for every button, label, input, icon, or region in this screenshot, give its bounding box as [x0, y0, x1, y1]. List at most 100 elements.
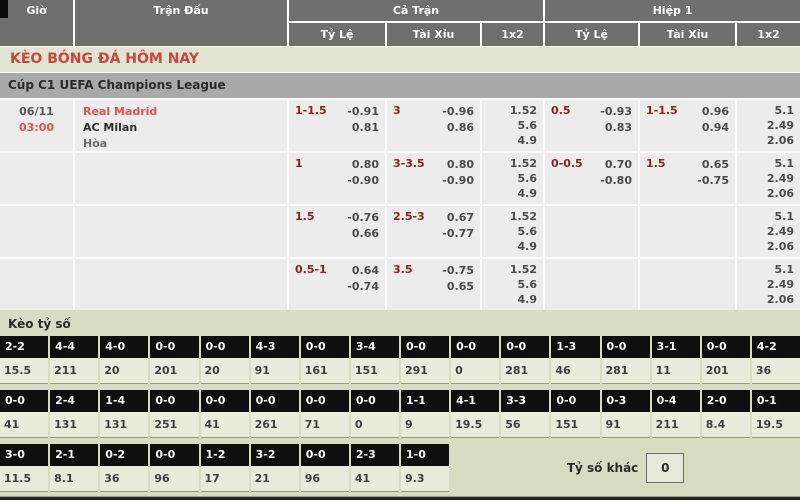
score-odd-value[interactable]: 0	[451, 358, 500, 384]
score-odd-value[interactable]: 46	[551, 358, 600, 384]
h1-overunder-cell[interactable]: 1-1.5 0.96 0.94	[640, 100, 735, 151]
score-label[interactable]: 4-4	[50, 336, 99, 358]
score-odd-value[interactable]: 0	[350, 412, 399, 438]
score-odds-cell[interactable]: 3-1 11	[651, 336, 700, 384]
ft-overunder-cell[interactable]: 3 -0.96 0.86	[387, 100, 480, 151]
score-label[interactable]: 0-0	[501, 336, 550, 358]
score-odd-value[interactable]: 251	[150, 412, 199, 438]
score-odds-cell[interactable]: 2-0 8.4	[701, 390, 750, 438]
odd-value[interactable]: 2.06	[766, 187, 794, 200]
odd-value[interactable]: -0.74	[347, 280, 379, 293]
score-odds-cell[interactable]: 1-3 46	[551, 336, 600, 384]
score-label[interactable]: 0-0	[150, 336, 199, 358]
score-label[interactable]: 1-1	[401, 390, 450, 412]
h1-1x2-cell[interactable]: 5.1 2.49 2.06	[737, 153, 800, 204]
odd-value[interactable]: 5.1	[774, 263, 795, 276]
score-odds-cell[interactable]: 3-0 11.5	[0, 444, 49, 492]
odd-value[interactable]: 2.06	[766, 293, 794, 306]
odd-value[interactable]: 5.6	[517, 119, 538, 132]
odd-value[interactable]: 0.94	[701, 121, 729, 134]
score-label[interactable]: 0-0	[200, 390, 249, 412]
score-odds-cell[interactable]: 0-0 151	[551, 390, 600, 438]
odd-value[interactable]: 0.86	[446, 121, 474, 134]
odd-value[interactable]: -0.77	[442, 227, 474, 240]
score-odds-cell[interactable]: 3-3 56	[501, 390, 550, 438]
score-label[interactable]: 3-3	[501, 390, 550, 412]
score-odds-cell[interactable]: 0-0 251	[150, 390, 199, 438]
odd-value[interactable]: 0.67	[446, 211, 474, 224]
score-odd-value[interactable]: 131	[100, 412, 149, 438]
score-odd-value[interactable]: 15.5	[0, 358, 49, 384]
score-odds-cell[interactable]: 0-0 261	[250, 390, 299, 438]
score-label[interactable]: 0-4	[651, 390, 700, 412]
odd-value[interactable]: 2.49	[766, 172, 794, 185]
score-label[interactable]: 0-0	[150, 444, 199, 466]
score-odd-value[interactable]: 9	[401, 412, 450, 438]
score-odd-value[interactable]: 71	[300, 412, 349, 438]
score-odds-cell[interactable]: 1-2 17	[200, 444, 249, 492]
score-odds-cell[interactable]: 0-0 201	[701, 336, 750, 384]
odd-value[interactable]: 2.49	[766, 119, 794, 132]
score-label[interactable]: 0-0	[451, 336, 500, 358]
odd-value[interactable]: 2.06	[766, 134, 794, 147]
score-odd-value[interactable]: 41	[0, 412, 49, 438]
ft-overunder-cell[interactable]: 3-3.5 0.80 -0.90	[387, 153, 480, 204]
odd-value[interactable]: 0.96	[701, 105, 729, 118]
odd-value[interactable]: -0.90	[442, 174, 474, 187]
score-odd-value[interactable]: 151	[350, 358, 399, 384]
score-odds-cell[interactable]: 0-0 291	[401, 336, 450, 384]
score-odd-value[interactable]: 17	[200, 466, 249, 492]
score-odd-value[interactable]: 91	[601, 412, 650, 438]
score-label[interactable]: 0-0	[0, 390, 49, 412]
score-label[interactable]: 2-0	[701, 390, 750, 412]
odd-value[interactable]: -0.75	[697, 174, 729, 187]
odd-value[interactable]: -0.76	[347, 211, 379, 224]
score-odds-cell[interactable]: 0-0 96	[150, 444, 199, 492]
odd-value[interactable]: 4.9	[517, 293, 538, 306]
score-label[interactable]: 2-1	[50, 444, 99, 466]
odd-value[interactable]: 2.49	[766, 225, 794, 238]
ft-handicap-cell[interactable]: 1 0.80 -0.90	[289, 153, 385, 204]
score-label[interactable]: 2-3	[350, 444, 399, 466]
score-label[interactable]: 1-4	[100, 390, 149, 412]
score-odd-value[interactable]: 161	[300, 358, 349, 384]
score-odds-cell[interactable]: 2-1 8.1	[50, 444, 99, 492]
score-odd-value[interactable]: 91	[250, 358, 299, 384]
odd-value[interactable]: 0.66	[351, 227, 379, 240]
score-label[interactable]: 3-2	[250, 444, 299, 466]
score-odd-value[interactable]: 96	[300, 466, 349, 492]
score-odd-value[interactable]: 41	[200, 412, 249, 438]
score-odd-value[interactable]: 19.5	[451, 412, 500, 438]
odd-value[interactable]: -0.75	[442, 264, 474, 277]
score-label[interactable]: 0-0	[401, 336, 450, 358]
odd-value[interactable]: 5.6	[517, 225, 538, 238]
score-odds-cell[interactable]: 4-3 91	[250, 336, 299, 384]
ft-1x2-cell[interactable]: 1.52 5.6 4.9	[482, 259, 543, 310]
odd-value[interactable]: 0.80	[446, 158, 474, 171]
score-odd-value[interactable]: 41	[350, 466, 399, 492]
score-odd-value[interactable]: 211	[50, 358, 99, 384]
score-odd-value[interactable]: 281	[601, 358, 650, 384]
score-label[interactable]: 0-0	[300, 336, 349, 358]
odd-value[interactable]: 1.52	[509, 104, 537, 117]
score-odds-cell[interactable]: 0-2 36	[100, 444, 149, 492]
score-label[interactable]: 0-0	[350, 390, 399, 412]
score-odd-value[interactable]: 36	[751, 358, 800, 384]
score-label[interactable]: 0-0	[601, 336, 650, 358]
score-odd-value[interactable]: 20	[100, 358, 149, 384]
h1-overunder-cell[interactable]	[640, 206, 735, 257]
score-label[interactable]: 2-4	[50, 390, 99, 412]
score-label[interactable]: 0-0	[300, 444, 349, 466]
score-odd-value[interactable]: 36	[100, 466, 149, 492]
score-label[interactable]: 4-1	[451, 390, 500, 412]
score-odd-value[interactable]: 96	[150, 466, 199, 492]
h1-1x2-cell[interactable]: 5.1 2.49 2.06	[737, 206, 800, 257]
odd-value[interactable]: 2.06	[766, 240, 794, 253]
score-odds-cell[interactable]: 1-1 9	[401, 390, 450, 438]
score-odd-value[interactable]: 8.4	[701, 412, 750, 438]
score-label[interactable]: 0-0	[300, 390, 349, 412]
ft-1x2-cell[interactable]: 1.52 5.6 4.9	[482, 153, 543, 204]
score-odd-value[interactable]: 201	[701, 358, 750, 384]
score-label[interactable]: 1-0	[401, 444, 450, 466]
ft-overunder-cell[interactable]: 3.5 -0.75 0.65	[387, 259, 480, 310]
